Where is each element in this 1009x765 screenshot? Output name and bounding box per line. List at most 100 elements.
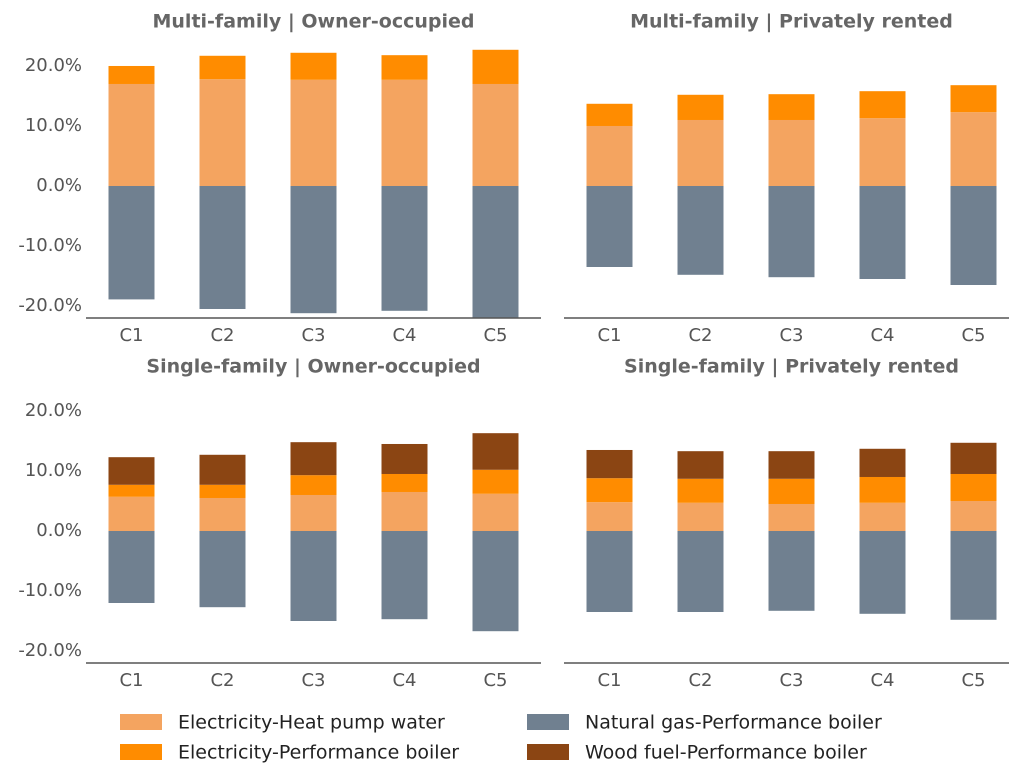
y-tick-label: 0.0% bbox=[36, 520, 82, 541]
subplot-title: Single-family | Owner-occupied bbox=[146, 356, 480, 378]
bar-segment bbox=[950, 500, 997, 531]
bar-segment bbox=[199, 185, 246, 309]
x-tick-label: C4 bbox=[392, 325, 416, 346]
x-tick-label: C4 bbox=[392, 670, 416, 691]
bar-segment bbox=[768, 503, 815, 531]
y-tick-label: 20.0% bbox=[25, 400, 82, 421]
bar-segment bbox=[290, 442, 337, 476]
y-tick-label: 10.0% bbox=[25, 460, 82, 481]
y-tick-label: -10.0% bbox=[18, 235, 82, 256]
x-tick-label: C1 bbox=[597, 670, 621, 691]
bar-segment bbox=[381, 443, 428, 474]
bar-segment bbox=[586, 103, 633, 126]
bar-segment bbox=[677, 185, 724, 275]
bar-segment bbox=[290, 475, 337, 495]
x-tick-label: C3 bbox=[779, 670, 803, 691]
bar-segment bbox=[950, 473, 997, 501]
bar-segment bbox=[768, 530, 815, 611]
x-tick-label: C4 bbox=[870, 325, 894, 346]
bar-segment bbox=[950, 85, 997, 113]
bar-segment bbox=[768, 119, 815, 186]
legend-swatch bbox=[527, 744, 569, 760]
bar-segment bbox=[290, 79, 337, 186]
bar-segment bbox=[472, 83, 519, 186]
legend-swatch bbox=[527, 714, 569, 730]
bar-segment bbox=[586, 502, 633, 531]
x-tick-label: C3 bbox=[779, 325, 803, 346]
x-tick-label: C2 bbox=[688, 325, 712, 346]
x-tick-label: C1 bbox=[119, 670, 143, 691]
legend-label: Wood fuel-Performance boiler bbox=[585, 742, 867, 764]
bar-segment bbox=[381, 473, 428, 492]
y-tick-label: 10.0% bbox=[25, 115, 82, 136]
x-tick-label: C2 bbox=[210, 670, 234, 691]
x-tick-label: C2 bbox=[210, 325, 234, 346]
bar-segment bbox=[950, 185, 997, 285]
bar-segment bbox=[586, 125, 633, 186]
legend-swatch bbox=[120, 714, 162, 730]
bar-segment bbox=[199, 484, 246, 498]
bar-segment bbox=[108, 530, 155, 603]
subplot-title: Multi-family | Privately rented bbox=[630, 11, 953, 33]
bar-segment bbox=[108, 83, 155, 186]
bar-segment bbox=[677, 451, 724, 479]
x-tick-label: C5 bbox=[961, 670, 985, 691]
bar-segment bbox=[768, 478, 815, 504]
bar-segment bbox=[381, 55, 428, 80]
legend-label: Electricity-Performance boiler bbox=[178, 742, 459, 764]
y-tick-label: 0.0% bbox=[36, 175, 82, 196]
bar-segment bbox=[199, 454, 246, 485]
bar-segment bbox=[586, 449, 633, 479]
bar-segment bbox=[290, 530, 337, 621]
x-tick-label: C3 bbox=[301, 325, 325, 346]
x-tick-label: C5 bbox=[961, 325, 985, 346]
bar-segment bbox=[950, 530, 997, 620]
legend-swatch bbox=[120, 744, 162, 760]
bar-segment bbox=[381, 530, 428, 620]
bar-segment bbox=[586, 478, 633, 503]
y-tick-label: -10.0% bbox=[18, 580, 82, 601]
bar-segment bbox=[199, 79, 246, 186]
y-tick-label: 20.0% bbox=[25, 55, 82, 76]
bar-segment bbox=[108, 484, 155, 497]
bar-segment bbox=[199, 530, 246, 608]
bar-segment bbox=[108, 65, 155, 84]
bar-segment bbox=[677, 119, 724, 186]
x-tick-label: C5 bbox=[483, 670, 507, 691]
x-tick-label: C3 bbox=[301, 670, 325, 691]
bar-segment bbox=[950, 112, 997, 186]
legend-label: Natural gas-Performance boiler bbox=[585, 712, 882, 734]
bar-segment bbox=[472, 530, 519, 632]
bar-segment bbox=[472, 433, 519, 470]
bar-segment bbox=[381, 491, 428, 531]
bar-segment bbox=[472, 493, 519, 531]
bar-segment bbox=[472, 469, 519, 494]
bar-segment bbox=[768, 94, 815, 120]
bar-segment bbox=[108, 457, 155, 485]
bar-segment bbox=[381, 185, 428, 311]
subplot-title: Single-family | Privately rented bbox=[624, 356, 959, 378]
bar-segment bbox=[290, 494, 337, 531]
bar-segment bbox=[290, 185, 337, 314]
bar-segment bbox=[290, 52, 337, 80]
legend-label: Electricity-Heat pump water bbox=[178, 712, 445, 734]
x-tick-label: C2 bbox=[688, 670, 712, 691]
subplot-title: Multi-family | Owner-occupied bbox=[153, 11, 475, 33]
x-tick-label: C4 bbox=[870, 670, 894, 691]
bar-segment bbox=[472, 49, 519, 84]
x-tick-label: C5 bbox=[483, 325, 507, 346]
x-tick-label: C1 bbox=[597, 325, 621, 346]
bar-segment bbox=[381, 79, 428, 186]
bar-segment bbox=[677, 478, 724, 503]
bar-segment bbox=[108, 185, 155, 300]
bar-segment bbox=[859, 502, 906, 531]
bar-segment bbox=[859, 476, 906, 503]
bar-segment bbox=[586, 530, 633, 612]
bar-segment bbox=[472, 185, 519, 318]
bar-segment bbox=[859, 91, 906, 119]
y-tick-label: -20.0% bbox=[18, 640, 82, 661]
bar-segment bbox=[859, 118, 906, 186]
bar-segment bbox=[859, 530, 906, 614]
bar-segment bbox=[768, 185, 815, 278]
